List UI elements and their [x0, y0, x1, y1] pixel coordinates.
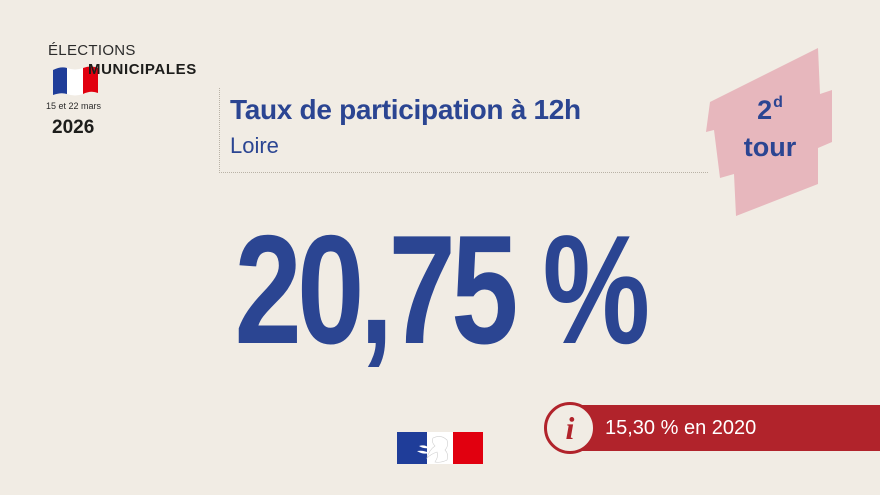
round-label: tour: [743, 132, 797, 162]
info-icon: i: [544, 402, 596, 454]
logo-dates: 15 et 22 mars: [46, 101, 102, 111]
round-number: 2d: [757, 94, 783, 125]
logo-municipales-text: MUNICIPALES: [88, 61, 197, 78]
badge-background-shape: [706, 48, 832, 216]
round-badge: 2d tour: [700, 46, 840, 216]
page-title: Taux de participation à 12h: [230, 94, 581, 125]
elections-logo: ÉLECTIONS MUNICIPALES 15 et 22 mars 2026: [46, 40, 216, 140]
previous-result-bar: [580, 405, 880, 451]
logo-elections-text: ÉLECTIONS: [48, 42, 136, 59]
previous-result-text: 15,30 % en 2020: [605, 417, 757, 439]
participation-rate: 20,75 %: [234, 203, 651, 376]
department-name: Loire: [230, 133, 279, 158]
marianne-logo: [397, 432, 483, 464]
round-superscript: d: [773, 94, 783, 111]
logo-year: 2026: [52, 117, 95, 138]
french-flag-icon: [53, 66, 98, 96]
header-frame: [219, 88, 708, 173]
